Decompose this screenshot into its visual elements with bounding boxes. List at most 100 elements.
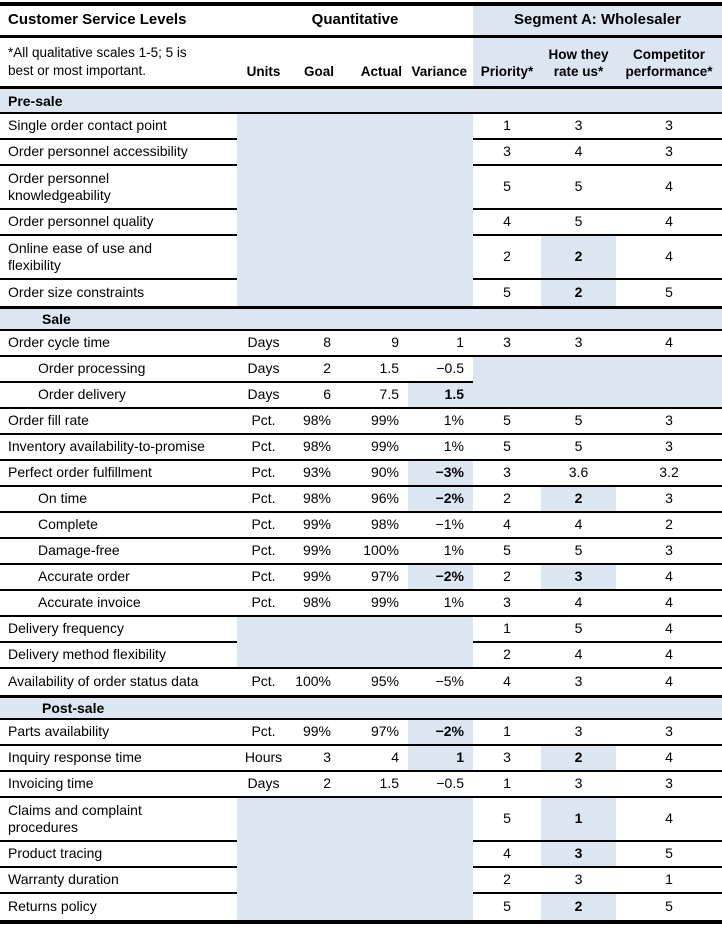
- variance-cell: −5%: [435, 673, 464, 690]
- competitor-cell: 4: [616, 643, 722, 669]
- quantitative-group-header: Quantitative: [311, 11, 399, 29]
- competitor-cell: 3: [616, 435, 722, 461]
- goal-cell: 2: [290, 772, 340, 798]
- competitor-cell: 5: [665, 284, 673, 301]
- units-cell: Pct.: [237, 591, 290, 617]
- goal-cell: 2: [290, 357, 340, 383]
- table-row: Availability of order status data Pct. 100…: [0, 669, 722, 695]
- units-cell: Days: [237, 357, 290, 383]
- competitor-cell: 1: [616, 868, 722, 894]
- quant-blank-cell: [237, 280, 473, 306]
- table-row: Order personnel quality 4 5 4: [0, 210, 722, 236]
- competitor-cell: 4: [616, 798, 722, 842]
- row-label: Delivery frequency: [0, 617, 237, 643]
- goal-cell: 99%: [290, 720, 340, 746]
- priority-cell: 2: [473, 487, 541, 513]
- priority-cell: 3: [473, 591, 541, 617]
- priority-cell: 5: [473, 166, 541, 210]
- row-label: Order personnel quality: [0, 210, 237, 236]
- column-header-priority: Priority*: [473, 38, 541, 86]
- variance-cell: −3%: [408, 461, 473, 487]
- table-row: Inventory availability-to-promise Pct. 98%…: [0, 435, 722, 461]
- quant-blank-cell: [237, 210, 473, 236]
- table-row: Order size constraints 5 2 5: [0, 280, 722, 306]
- row-label: Warranty duration: [0, 868, 237, 894]
- row-label: Order personnel knowledgeability: [0, 166, 237, 210]
- goal-cell: 98%: [290, 591, 340, 617]
- actual-cell: 97%: [340, 720, 408, 746]
- goal-cell: 3: [290, 746, 340, 772]
- units-cell: Days: [237, 772, 290, 798]
- variance-cell: 1%: [408, 435, 473, 461]
- goal-cell: 99%: [290, 565, 340, 591]
- priority-cell: 1: [473, 720, 541, 746]
- rate-us-cell: 5: [541, 617, 616, 643]
- variance-cell: 1%: [408, 591, 473, 617]
- competitor-cell: 4: [665, 673, 673, 690]
- variance-cell: −1%: [408, 513, 473, 539]
- rate-us-cell: 3: [541, 565, 616, 591]
- variance-cell: −2%: [408, 487, 473, 513]
- actual-cell: 7.5: [340, 383, 408, 409]
- goal-cell: 98%: [290, 435, 340, 461]
- column-header-competitor: Competitor performance*: [616, 38, 722, 86]
- variance-cell: −2%: [408, 565, 473, 591]
- section-header-post-sale: Post-sale: [0, 695, 722, 720]
- table-row: Order delivery Days 6 7.5 1.5: [0, 383, 722, 409]
- units-cell: Hours: [237, 746, 290, 772]
- priority-cell: 2: [473, 643, 541, 669]
- row-label: Order processing: [0, 357, 237, 383]
- row-label: Inquiry response time: [0, 746, 237, 772]
- units-cell: Pct.: [237, 720, 290, 746]
- table-row: Invoicing time Days 2 1.5 −0.5 1 3 3: [0, 772, 722, 798]
- competitor-cell: 4: [616, 210, 722, 236]
- goal-cell: 98%: [290, 409, 340, 435]
- priority-cell: 1: [473, 617, 541, 643]
- goal-cell: 99%: [290, 539, 340, 565]
- rate-us-cell: 4: [541, 591, 616, 617]
- quant-blank-cell: [237, 868, 473, 894]
- units-cell: Pct.: [237, 513, 290, 539]
- quant-blank-cell: [237, 236, 473, 280]
- actual-cell: 99%: [340, 435, 408, 461]
- priority-cell: 1: [473, 772, 541, 798]
- priority-cell: 3: [473, 331, 541, 357]
- table-row: Order personnel knowledgeability 5 5 4: [0, 166, 722, 210]
- row-label: Product tracing: [0, 842, 237, 868]
- priority-cell: 5: [473, 435, 541, 461]
- table-row: On time Pct. 98% 96% −2% 2 2 3: [0, 487, 722, 513]
- quant-blank-cell: [237, 842, 473, 868]
- column-header-goal: Goal: [303, 64, 334, 80]
- variance-cell: 1: [408, 331, 473, 357]
- priority-cell: 4: [473, 513, 541, 539]
- priority-cell: 5: [503, 284, 511, 301]
- table-row: Order personnel accessibility 3 4 3: [0, 140, 722, 166]
- table-row: Accurate invoice Pct. 98% 99% 1% 3 4 4: [0, 591, 722, 617]
- goal-cell: 93%: [290, 461, 340, 487]
- section-header-pre-sale: Pre-sale: [0, 89, 722, 114]
- row-label: Inventory availability-to-promise: [0, 435, 237, 461]
- table-column-header-row: *All qualitative scales 1-5; 5 is best o…: [0, 38, 722, 89]
- priority-cell: 4: [503, 673, 511, 690]
- units-cell: Days: [237, 331, 290, 357]
- competitor-cell: 4: [616, 565, 722, 591]
- quant-blank-cell: [237, 617, 473, 643]
- table-row: Order cycle time Days 8 9 1 3 3 4: [0, 331, 722, 357]
- rate-us-cell: 5: [541, 210, 616, 236]
- note-line-1: *All qualitative scales 1-5; 5 is: [8, 44, 187, 60]
- competitor-cell: 4: [616, 591, 722, 617]
- row-label: Returns policy: [8, 898, 97, 915]
- table-row: Warranty duration 2 3 1: [0, 868, 722, 894]
- table-row: Claims and complaint procedures 5 1 4: [0, 798, 722, 842]
- rate-us-cell: 2: [541, 236, 616, 280]
- rate-us-cell: 3: [541, 114, 616, 140]
- row-label: Parts availability: [0, 720, 237, 746]
- competitor-cell: 4: [616, 617, 722, 643]
- rate-us-cell: 5: [541, 409, 616, 435]
- row-label: Claims and complaint procedures: [0, 798, 237, 842]
- rate-us-cell: 5: [541, 435, 616, 461]
- actual-cell: 90%: [340, 461, 408, 487]
- row-label: Order size constraints: [8, 284, 145, 301]
- competitor-cell: 3: [616, 487, 722, 513]
- competitor-cell: 4: [616, 746, 722, 772]
